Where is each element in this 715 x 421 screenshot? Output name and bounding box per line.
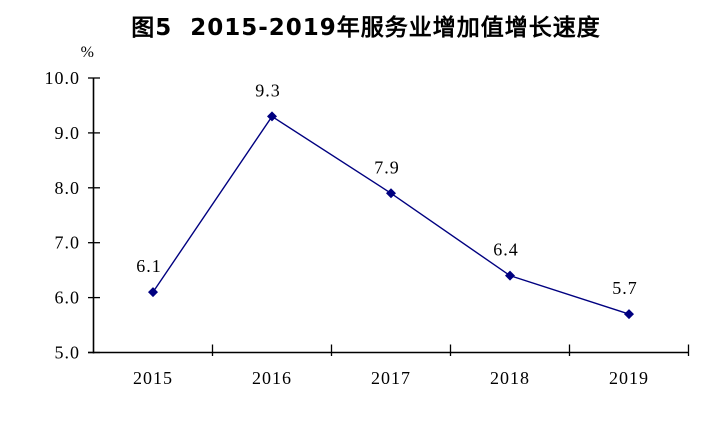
data-label: 6.1 [136, 256, 162, 276]
data-label: 9.3 [255, 80, 281, 100]
data-series [148, 111, 634, 320]
x-tick-label: 2018 [490, 368, 530, 388]
y-tick-label: 6.0 [55, 288, 81, 308]
data-label: 5.7 [612, 278, 638, 298]
data-point-marker [624, 309, 634, 320]
x-tick-label: 2017 [371, 368, 411, 388]
data-point-marker [148, 287, 158, 298]
y-tick-label: 10.0 [45, 68, 81, 88]
axis-and-data-labels: 5.0 6.0 7.0 8.0 9.0 10.0 2015 2016 2017 2018 2019 6… [45, 68, 649, 388]
x-tick-label: 2015 [133, 368, 173, 388]
y-tick-label: 8.0 [55, 178, 81, 198]
data-point-marker [386, 188, 396, 199]
data-label: 6.4 [493, 240, 519, 260]
axes [88, 77, 690, 356]
chart-title: 图5 2015-2019年服务业增加值增长速度 [131, 15, 601, 41]
series-line [152, 115, 630, 315]
data-point-marker [505, 270, 515, 281]
x-tick-label: 2019 [609, 368, 649, 388]
data-point-marker [267, 111, 277, 122]
x-tick-label: 2016 [252, 368, 292, 388]
y-tick-label: 9.0 [55, 123, 81, 143]
y-axis-unit-label: % [81, 44, 94, 61]
y-tick-label: 5.0 [55, 343, 81, 363]
data-label: 7.9 [374, 157, 400, 177]
y-tick-label: 7.0 [55, 233, 81, 253]
